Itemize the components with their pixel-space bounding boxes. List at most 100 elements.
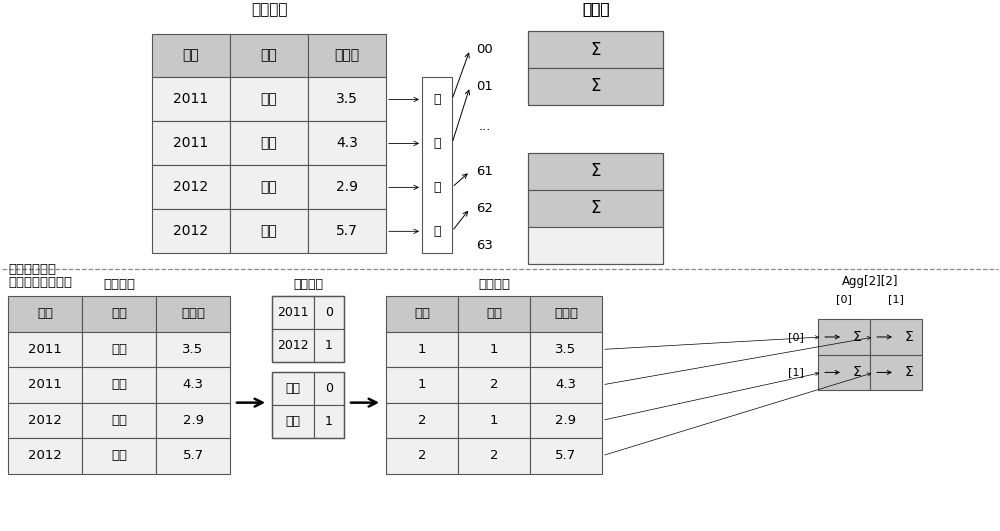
Text: 0: 0 <box>325 382 333 395</box>
Bar <box>82 296 156 332</box>
Text: 4.3: 4.3 <box>336 136 358 150</box>
Bar <box>272 296 344 362</box>
Text: 2.9: 2.9 <box>183 414 204 427</box>
Text: 63: 63 <box>477 239 493 252</box>
Bar <box>528 227 663 264</box>
Text: 2012: 2012 <box>28 414 62 427</box>
Bar <box>458 367 530 402</box>
Text: 家电: 家电 <box>261 224 277 238</box>
Bar <box>528 31 663 105</box>
Text: 汽车: 汽车 <box>261 92 277 106</box>
Bar <box>272 296 314 329</box>
Text: 国家: 国家 <box>111 307 127 321</box>
Bar <box>152 122 230 165</box>
Text: 1: 1 <box>490 414 498 427</box>
Bar <box>152 78 230 122</box>
Text: 2011: 2011 <box>28 379 62 391</box>
Bar <box>458 332 530 367</box>
Text: 62: 62 <box>477 202 493 215</box>
Bar <box>528 68 663 105</box>
Text: Agg[2][2]: Agg[2][2] <box>842 275 898 288</box>
Text: 2011: 2011 <box>173 92 209 106</box>
Bar <box>308 33 386 78</box>
Text: 01: 01 <box>477 80 493 93</box>
Bar <box>458 402 530 438</box>
Text: 2: 2 <box>490 379 498 391</box>
Text: 2011: 2011 <box>28 343 62 356</box>
Text: Σ: Σ <box>905 330 913 344</box>
Text: 哈希桶: 哈希桶 <box>582 2 609 17</box>
Text: 3.5: 3.5 <box>336 92 358 106</box>
Bar <box>530 438 602 474</box>
Bar <box>230 33 308 78</box>
Text: 家电: 家电 <box>111 449 127 463</box>
Text: 地区: 地区 <box>414 307 430 321</box>
Bar <box>386 402 458 438</box>
Text: 2: 2 <box>490 449 498 463</box>
Bar <box>82 438 156 474</box>
Text: Σ: Σ <box>853 330 861 344</box>
Text: 4.3: 4.3 <box>183 379 204 391</box>
Bar <box>818 319 870 355</box>
Bar <box>156 296 230 332</box>
Bar <box>314 405 344 438</box>
Text: 5.7: 5.7 <box>182 449 204 463</box>
Text: 射: 射 <box>433 225 441 238</box>
Text: 1: 1 <box>418 379 426 391</box>
Bar <box>458 438 530 474</box>
Text: Σ: Σ <box>590 162 601 181</box>
Bar <box>152 33 230 78</box>
Bar <box>272 372 344 438</box>
Text: 家电: 家电 <box>286 415 300 428</box>
Bar <box>314 329 344 362</box>
Bar <box>530 332 602 367</box>
Text: 2011: 2011 <box>173 136 209 150</box>
Text: 61: 61 <box>477 165 493 178</box>
Text: 2012: 2012 <box>173 224 209 238</box>
Bar <box>272 405 314 438</box>
Text: ...: ... <box>479 120 491 133</box>
Text: 产品: 产品 <box>261 48 277 63</box>
Text: 1: 1 <box>325 339 333 352</box>
Bar <box>870 355 922 390</box>
Bar <box>386 367 458 402</box>
Text: 0: 0 <box>325 306 333 319</box>
Text: 哈: 哈 <box>433 93 441 106</box>
Text: [0]: [0] <box>788 332 804 342</box>
Text: 5.7: 5.7 <box>555 449 577 463</box>
Text: 1: 1 <box>418 343 426 356</box>
Bar <box>230 122 308 165</box>
Bar <box>818 355 870 390</box>
Text: Σ: Σ <box>853 365 861 380</box>
Text: 1: 1 <box>325 415 333 428</box>
Bar <box>528 153 663 190</box>
Bar <box>386 296 458 332</box>
Text: 输出记录: 输出记录 <box>251 2 287 17</box>
Text: 希: 希 <box>433 137 441 150</box>
Bar <box>386 438 458 474</box>
Text: 哈希桶: 哈希桶 <box>582 2 609 17</box>
Bar <box>314 372 344 405</box>
Bar <box>8 367 82 402</box>
Bar <box>530 296 602 332</box>
Bar <box>8 332 82 367</box>
Text: Σ: Σ <box>905 365 913 380</box>
Bar <box>272 372 314 405</box>
Text: 国家: 国家 <box>486 307 502 321</box>
Bar <box>156 332 230 367</box>
Bar <box>528 153 663 264</box>
Text: 汽车: 汽车 <box>261 181 277 194</box>
Text: 家电: 家电 <box>261 136 277 150</box>
Text: 汽车: 汽车 <box>111 343 127 356</box>
Text: 2011: 2011 <box>277 306 309 319</box>
Bar <box>8 438 82 474</box>
Text: 5.7: 5.7 <box>336 224 358 238</box>
Bar <box>528 190 663 227</box>
Bar <box>308 78 386 122</box>
Text: 销售额: 销售额 <box>554 307 578 321</box>
Bar <box>530 402 602 438</box>
Text: 2.9: 2.9 <box>555 414 576 427</box>
Text: Σ: Σ <box>590 199 601 217</box>
Bar <box>308 122 386 165</box>
Bar <box>530 367 602 402</box>
